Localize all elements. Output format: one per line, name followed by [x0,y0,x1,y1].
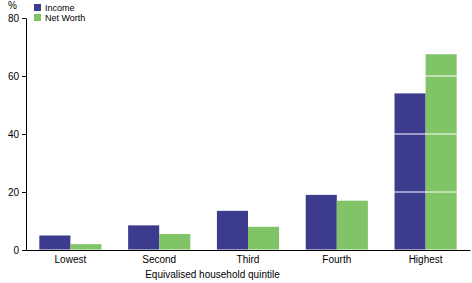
bars [39,54,456,250]
legend-label: Income [45,3,75,13]
grid-line [26,134,470,135]
legend-swatch [34,14,41,21]
y-tick-mark [22,192,26,193]
x-tick-label: Lowest [55,254,87,265]
y-axis-title: % [8,0,17,11]
legend-item: Income [34,3,75,13]
bar [248,227,279,250]
legend: IncomeNet Worth [34,3,85,23]
legend-item: Net Worth [34,13,85,23]
chart: 0 20 40 60 80 Lowest Second Third Fourth Highest%… [0,0,472,283]
x-axis-title: Equivalised household quintile [145,269,280,280]
x-tick: Lowest [55,250,87,265]
y-tick-mark [22,76,26,77]
x-axis-line [27,250,471,251]
bar [159,234,190,250]
y-tick-label: 0 [13,245,19,256]
y-tick-label: 40 [8,129,20,140]
bar [306,195,337,250]
y-axis-line [26,19,27,251]
bar [128,225,159,250]
grid-line [26,192,470,193]
x-tick-label: Third [237,254,260,265]
x-tick-label: Fourth [322,254,351,265]
x-axis: Lowest Second Third Fourth Highest [27,250,471,265]
x-tick: Third [237,250,260,265]
legend-swatch [34,4,41,11]
y-axis: 0 20 40 60 80 [8,13,27,256]
bar [395,93,426,250]
x-tick-label: Second [142,254,176,265]
x-tick: Highest [409,250,443,265]
bar [39,236,70,251]
y-tick: 40 [8,129,26,140]
grid [26,18,470,250]
y-tick-label: 80 [8,13,20,24]
y-tick: 80 [8,13,26,24]
x-tick-label: Highest [409,254,443,265]
y-tick: 0 [13,245,26,256]
y-tick: 60 [8,71,26,82]
bar [70,244,101,250]
x-tick: Fourth [322,250,351,265]
bar [337,201,368,250]
y-tick-label: 20 [8,187,20,198]
series [39,93,425,250]
x-tick: Second [142,250,176,265]
y-tick-mark [22,134,26,135]
y-tick-label: 60 [8,71,20,82]
plot: 0 20 40 60 80 Lowest Second Third Fourth Highest [8,13,471,265]
series [70,54,456,250]
y-tick: 20 [8,187,26,198]
y-tick-mark [22,250,26,251]
y-tick-mark [22,18,26,19]
grid-line [26,250,470,251]
legend-label: Net Worth [45,13,85,23]
grid-line [26,18,470,19]
bar [426,54,457,250]
grid-line [26,76,470,77]
bar [217,211,248,250]
